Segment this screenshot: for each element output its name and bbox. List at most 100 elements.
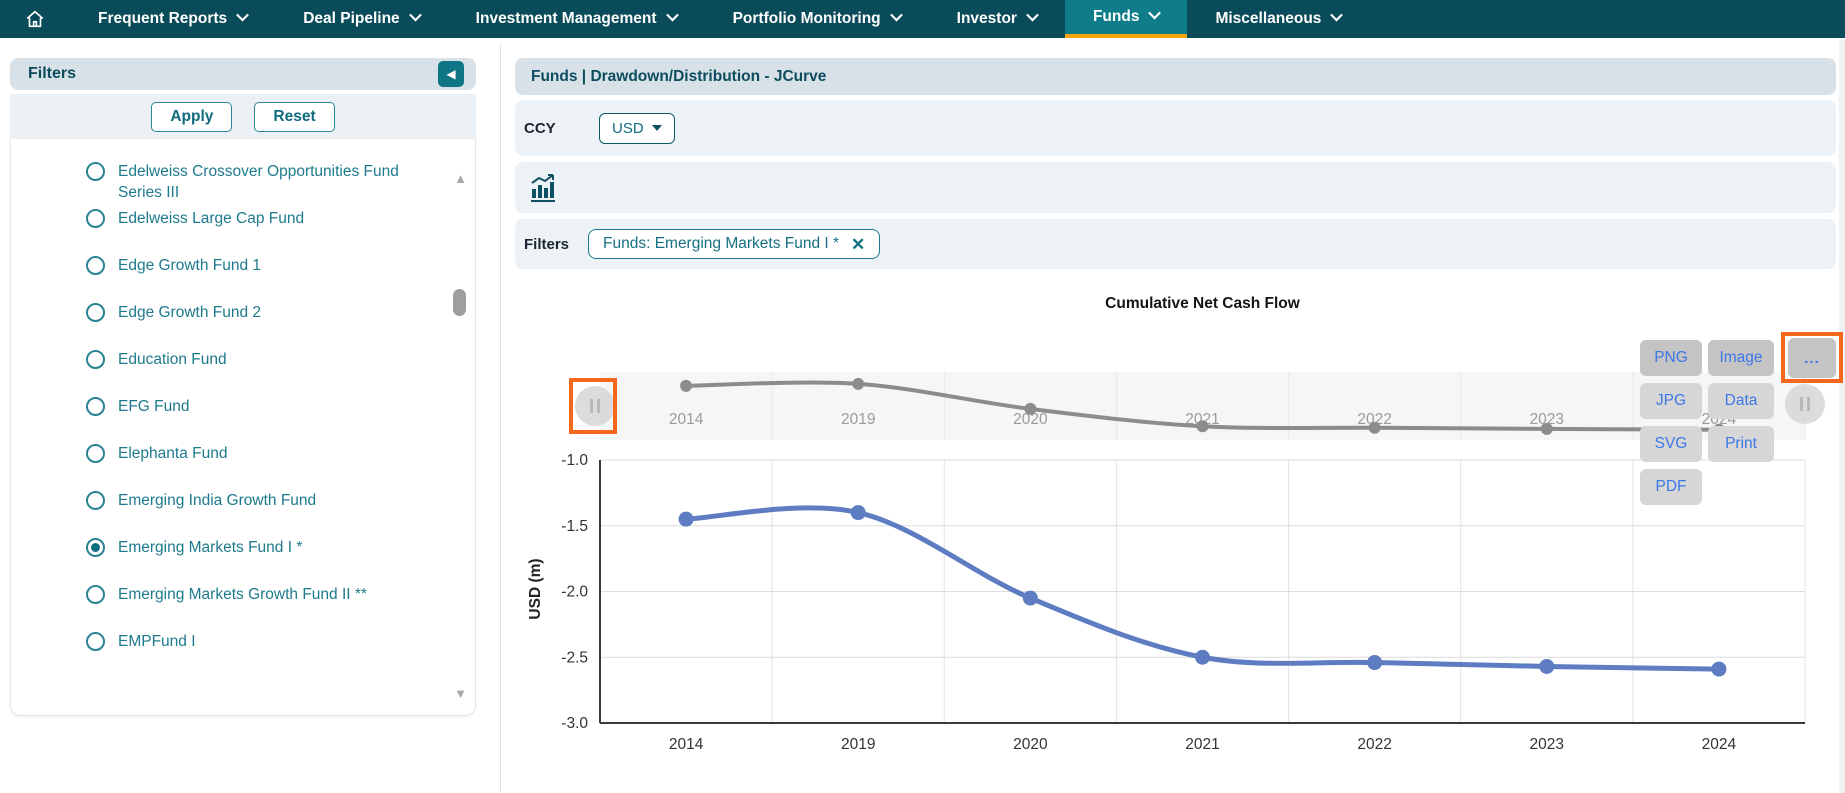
fund-option[interactable]: Emerging Markets Growth Fund II **	[86, 584, 415, 631]
nav-frequent-reports[interactable]: Frequent Reports	[70, 0, 275, 38]
apply-button[interactable]: Apply	[151, 101, 233, 132]
navigator-tick-label: 2019	[841, 411, 875, 428]
export-image-button[interactable]: Image	[1708, 340, 1774, 376]
y-tick-label: -2.0	[561, 584, 588, 601]
export-png-button[interactable]: PNG	[1640, 340, 1702, 376]
collapse-sidebar-button[interactable]: ◀	[438, 61, 464, 87]
navigator-point	[1196, 420, 1209, 433]
radio-icon[interactable]	[86, 350, 105, 369]
scroll-up-icon[interactable]: ▲	[454, 171, 467, 186]
y-axis-label: USD (m)	[527, 558, 544, 620]
export-print-button[interactable]: Print	[1708, 426, 1774, 462]
fund-option[interactable]: Edge Growth Fund 2	[86, 302, 415, 349]
navigator-tick-label: 2023	[1530, 411, 1564, 428]
toolbar-row	[515, 162, 1836, 213]
fund-option[interactable]: Edelweiss Large Cap Fund	[86, 208, 415, 255]
chevron-down-icon	[236, 8, 250, 22]
navigator-left-handle[interactable]	[575, 386, 615, 426]
navigator-point	[680, 379, 693, 392]
data-point[interactable]	[1711, 661, 1727, 677]
radio-icon[interactable]	[86, 209, 105, 228]
page-scrollbar[interactable]	[1839, 40, 1845, 793]
page-header: Funds | Drawdown/Distribution - JCurve	[515, 58, 1836, 95]
chevron-down-icon	[1330, 8, 1344, 22]
radio-icon[interactable]	[86, 585, 105, 604]
data-point[interactable]	[850, 505, 866, 521]
range-navigator[interactable]: 2014 2019 2020 2021 2022 2023 2024	[560, 372, 1840, 440]
applied-filters-row: Filters Funds: Emerging Markets Fund I *…	[515, 219, 1836, 269]
navigator-tick-label: 2022	[1357, 411, 1391, 428]
chart-view-icon[interactable]	[528, 173, 560, 203]
scrollbar-thumb[interactable]	[453, 289, 466, 316]
filters-sidebar: Filters ◀ Apply Reset Edelweiss Crossove…	[10, 58, 476, 716]
data-point[interactable]	[1195, 649, 1210, 665]
chart-more-options-button[interactable]: ...	[1788, 338, 1836, 378]
chevron-down-icon	[665, 8, 679, 22]
export-menu-column-2: Image Data Print	[1708, 340, 1774, 462]
fund-option[interactable]: Elephanta Fund	[86, 443, 415, 490]
fund-option[interactable]: Edge Growth Fund 1	[86, 255, 415, 302]
nav-investor[interactable]: Investor	[929, 0, 1065, 38]
radio-icon[interactable]	[86, 397, 105, 416]
radio-icon[interactable]	[86, 632, 105, 651]
filters-title: Filters	[28, 65, 77, 82]
radio-icon[interactable]	[86, 538, 105, 557]
radio-icon[interactable]	[86, 162, 105, 181]
fund-option[interactable]: Edelweiss Crossover Opportunities Fund S…	[86, 161, 415, 208]
radio-icon[interactable]	[86, 491, 105, 510]
x-tick-label: 2020	[1013, 736, 1048, 753]
series-line	[683, 505, 1722, 672]
fund-option[interactable]: EMPFund I	[86, 631, 415, 678]
column-divider	[500, 44, 501, 793]
filter-actions: Apply Reset	[10, 94, 476, 139]
applied-filters-label: Filters	[524, 235, 570, 253]
currency-row: CCY USD	[515, 100, 1836, 156]
fund-option[interactable]: EFG Fund	[86, 396, 415, 443]
navigator-point	[852, 377, 865, 390]
filters-header: Filters ◀	[10, 58, 476, 90]
x-tick-label: 2014	[669, 736, 704, 753]
ccy-label: CCY	[524, 119, 556, 137]
chevron-down-icon	[1026, 8, 1039, 22]
x-tick-label: 2023	[1530, 736, 1564, 753]
currency-dropdown[interactable]: USD	[599, 112, 675, 144]
home-icon	[26, 10, 44, 28]
navigator-tick-label: 2014	[669, 411, 704, 428]
page-title: Funds | Drawdown/Distribution - JCurve	[531, 67, 827, 85]
y-tick-label: -2.5	[561, 649, 588, 666]
radio-icon[interactable]	[86, 256, 105, 275]
y-tick-label: -1.5	[561, 518, 588, 535]
nav-portfolio-monitoring[interactable]: Portfolio Monitoring	[705, 0, 929, 38]
chart-title: Cumulative Net Cash Flow	[1105, 295, 1300, 312]
export-pdf-button[interactable]: PDF	[1640, 469, 1702, 505]
top-navbar: Frequent Reports Deal Pipeline Investmen…	[0, 0, 1845, 38]
nav-investment-management[interactable]: Investment Management	[448, 0, 705, 38]
chevron-down-icon	[1148, 6, 1162, 20]
export-svg-button[interactable]: SVG	[1640, 426, 1702, 462]
navigator-point	[1368, 421, 1381, 434]
home-button[interactable]	[0, 0, 70, 38]
fund-option[interactable]: Education Fund	[86, 349, 415, 396]
nav-funds[interactable]: Funds	[1064, 0, 1188, 38]
y-tick-label: -1.0	[561, 452, 588, 469]
fund-option[interactable]: Emerging Markets Fund I *	[86, 537, 415, 584]
remove-filter-icon[interactable]: ✕	[851, 234, 866, 254]
export-jpg-button[interactable]: JPG	[1640, 383, 1702, 419]
filter-chip[interactable]: Funds: Emerging Markets Fund I * ✕	[588, 229, 881, 259]
navigator-point	[1540, 422, 1553, 435]
radio-icon[interactable]	[86, 444, 105, 463]
data-point[interactable]	[1539, 658, 1555, 674]
nav-miscellaneous[interactable]: Miscellaneous	[1187, 0, 1369, 38]
scroll-down-icon[interactable]: ▼	[454, 686, 467, 701]
navigator-right-handle[interactable]	[1785, 384, 1825, 424]
data-point[interactable]	[1367, 655, 1383, 671]
export-data-button[interactable]: Data	[1708, 383, 1774, 419]
nav-deal-pipeline[interactable]: Deal Pipeline	[275, 0, 447, 38]
data-point[interactable]	[1022, 590, 1038, 606]
radio-icon[interactable]	[86, 303, 105, 322]
fund-option[interactable]: Emerging India Growth Fund	[86, 490, 415, 537]
reset-button[interactable]: Reset	[254, 101, 335, 132]
data-point[interactable]	[678, 511, 694, 527]
caret-down-icon	[651, 125, 662, 131]
x-tick-label: 2022	[1357, 736, 1391, 753]
